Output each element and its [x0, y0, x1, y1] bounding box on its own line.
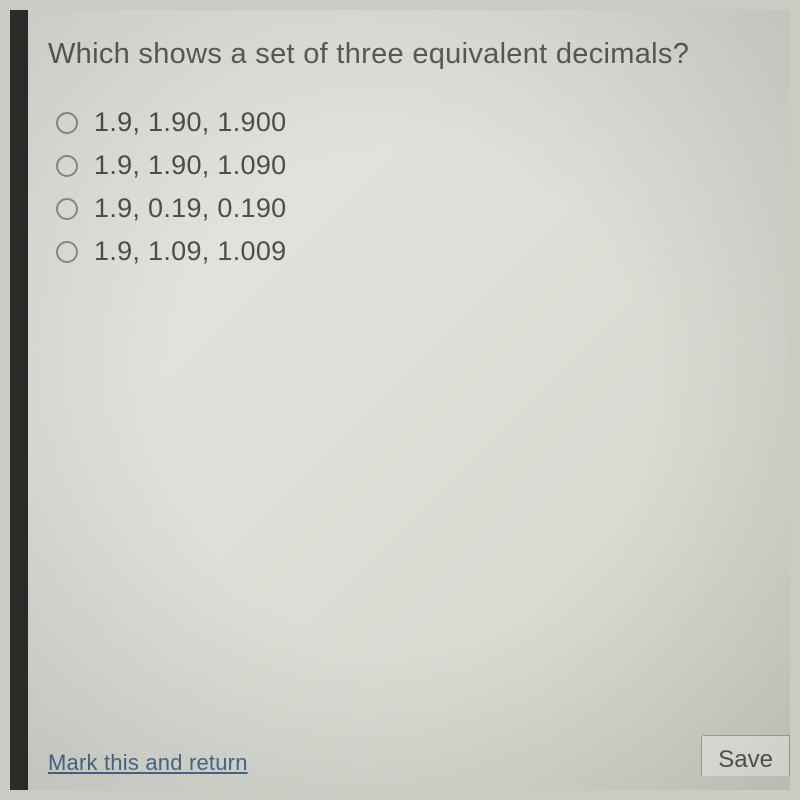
option-label: 1.9, 1.09, 1.009 [94, 236, 286, 267]
option-label: 1.9, 1.90, 1.900 [94, 107, 286, 138]
question-prompt: Which shows a set of three equivalent de… [48, 38, 770, 71]
option-row[interactable]: 1.9, 0.19, 0.190 [56, 193, 770, 224]
option-label: 1.9, 0.19, 0.190 [94, 193, 286, 224]
radio-icon[interactable] [56, 112, 78, 134]
mark-return-link[interactable]: Mark this and return [48, 750, 248, 776]
radio-icon[interactable] [56, 241, 78, 263]
radio-icon[interactable] [56, 155, 78, 177]
save-button[interactable]: Save [701, 735, 790, 776]
option-label: 1.9, 1.90, 1.090 [94, 150, 286, 181]
option-row[interactable]: 1.9, 1.09, 1.009 [56, 236, 770, 267]
options-group: 1.9, 1.90, 1.900 1.9, 1.90, 1.090 1.9, 0… [48, 107, 770, 267]
radio-icon[interactable] [56, 198, 78, 220]
option-row[interactable]: 1.9, 1.90, 1.900 [56, 107, 770, 138]
footer-bar: Mark this and return Save [48, 750, 790, 776]
quiz-screen: Which shows a set of three equivalent de… [10, 10, 790, 790]
option-row[interactable]: 1.9, 1.90, 1.090 [56, 150, 770, 181]
